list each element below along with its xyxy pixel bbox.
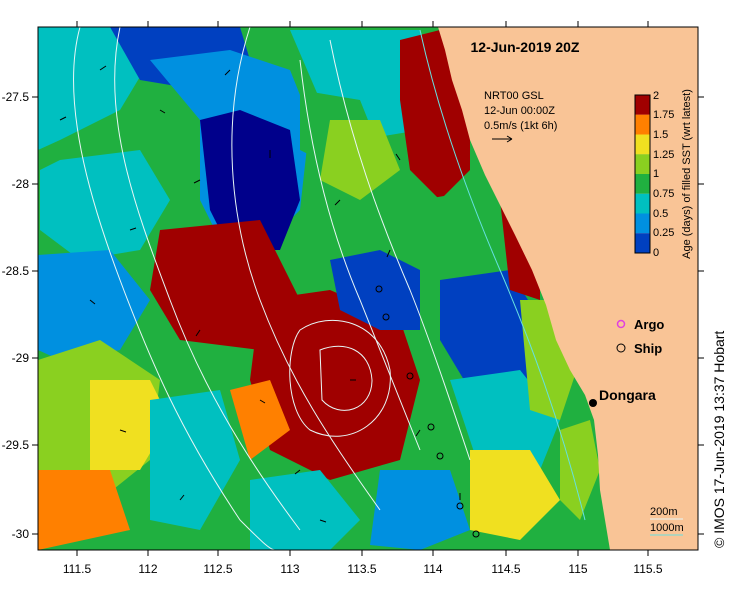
colorbar-label: Age (days) of filled SST (wrt latest)	[681, 89, 693, 259]
contour-1000-label: 1000m	[650, 522, 684, 534]
colorbar-swatch	[635, 213, 650, 234]
colorbar-tick: 0.75	[653, 188, 674, 200]
colorbar-tick: 2	[653, 90, 659, 102]
colorbar-tick: 0.5	[653, 208, 668, 220]
land-mass	[438, 27, 698, 550]
colorbar	[634, 94, 651, 254]
map-frame	[37, 26, 699, 551]
colorbar-swatch	[635, 174, 650, 194]
colorbar-swatch	[635, 193, 650, 214]
colorbar-tick: 1.5	[653, 129, 668, 141]
current-legend-line3: 0.5m/s (1kt 6h)	[484, 120, 557, 132]
y-tick-label: -27.5	[2, 90, 30, 104]
argo-symbol	[616, 319, 626, 329]
colorbar-swatch	[635, 233, 650, 253]
current-scale-arrow	[492, 135, 513, 143]
contour-200-label: 200m	[650, 506, 678, 518]
x-tick-label: 111.5	[63, 562, 92, 576]
x-tick-label: 113.5	[347, 562, 376, 576]
map-title: 12-Jun-2019 20Z	[471, 39, 580, 55]
current-legend-line1: NRT00 GSL	[484, 90, 544, 102]
y-tick-label: -29.5	[2, 438, 30, 452]
colorbar-swatch	[635, 134, 650, 155]
imos-credit: © IMOS 17-Jun-2019 13:37 Hobart	[711, 330, 727, 548]
ship-track	[375, 285, 480, 538]
colorbar-swatch	[635, 95, 650, 115]
x-tick-label: 114.5	[491, 562, 520, 576]
colorbar-frame	[634, 94, 651, 254]
current-legend-line2: 12-Jun 00:00Z	[484, 105, 555, 117]
colorbar-tick: 1.25	[653, 149, 674, 161]
sst-age-field	[38, 27, 600, 550]
colorbar-tick: 1	[653, 168, 659, 180]
colorbar-tick: 0	[653, 247, 659, 259]
x-tick-label: 112.5	[203, 562, 232, 576]
x-tick-label: 115.5	[633, 562, 662, 576]
current-vectors	[59, 65, 461, 523]
y-tick-label: -29	[12, 351, 30, 365]
x-tick-label: 114	[423, 562, 442, 576]
colorbar-swatch	[635, 114, 650, 135]
dongara-label: Dongara	[599, 387, 656, 403]
colorbar-tick: 1.75	[653, 109, 674, 121]
x-tick-label: 113	[280, 562, 299, 576]
ship-label: Ship	[634, 341, 662, 356]
dongara-marker	[589, 399, 597, 407]
colorbar-swatch	[635, 154, 650, 174]
argo-label: Argo	[634, 317, 664, 332]
contour-1000m	[419, 29, 586, 521]
bathymetry-contours	[73, 26, 471, 551]
y-tick-label: -28.5	[2, 264, 30, 278]
x-tick-label: 112	[138, 562, 157, 576]
y-tick-label: -28	[12, 177, 30, 191]
x-tick-label: 115	[568, 562, 587, 576]
y-axis-ticks	[32, 96, 704, 535]
colorbar-tick: 0.25	[653, 227, 674, 239]
y-tick-label: -30	[12, 527, 30, 541]
x-axis-ticks	[76, 21, 649, 556]
ship-symbol	[616, 343, 626, 353]
